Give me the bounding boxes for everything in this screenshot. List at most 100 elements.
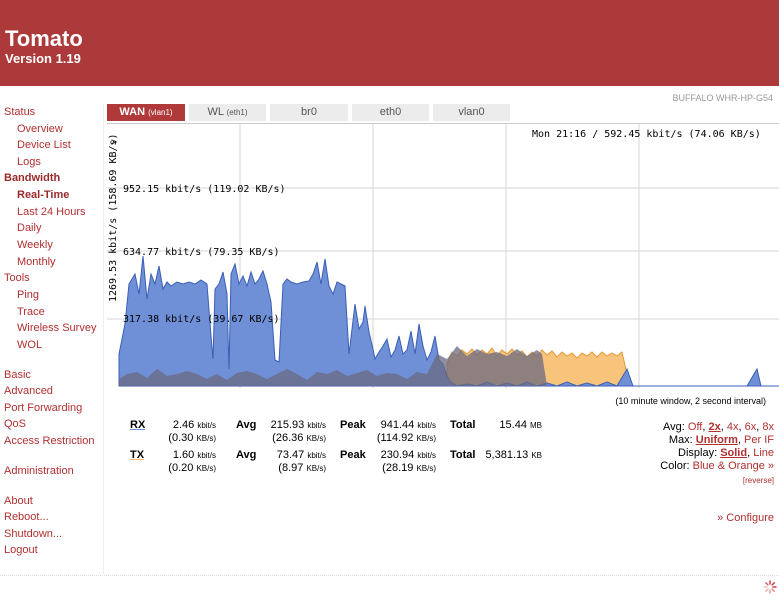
tx-now-value: 1.60 (172, 449, 195, 461)
nav-tools[interactable]: Tools (4, 272, 30, 284)
rx-avg: 215.93 kbit/s (256, 419, 326, 431)
rx-avg-kb-unit: KB/s) (306, 434, 326, 443)
tab-eth0-label: eth0 (379, 106, 402, 118)
nav-weekly[interactable]: Weekly (17, 239, 53, 251)
max-options-label: Max: (668, 434, 693, 446)
nav-daily[interactable]: Daily (17, 222, 42, 234)
tab-wl[interactable]: WL (eth1) (189, 104, 266, 121)
nav-port-forwarding[interactable]: Port Forwarding (4, 402, 83, 414)
graph-grid (107, 124, 779, 388)
tx-avg-kb-value: (8.97 (278, 462, 304, 474)
display-option-solid[interactable]: Solid (720, 447, 748, 459)
sidebar (0, 104, 104, 574)
tx-label: TX (130, 449, 145, 461)
overlap-area (119, 346, 547, 386)
color-options-label: Color: (660, 460, 690, 472)
header-bar: Tomato Version 1.19 (0, 0, 779, 86)
nav-basic[interactable]: Basic (4, 369, 31, 381)
tab-br0-label: br0 (301, 106, 317, 118)
tx-avg-value: 73.47 (276, 449, 305, 461)
tab-wl-label: WL (207, 106, 224, 118)
avg-options: Avg: Off, 2x, 4x, 6x, 8x (663, 421, 774, 433)
avg-option-4x[interactable]: 4x (726, 421, 739, 433)
graph-svg: 1269.53 kbit/s (158.69 KB/s) > 952.15 kb… (107, 124, 779, 388)
tx-total: 5,381.13 KB (475, 449, 542, 461)
reverse-colors-link[interactable]: [reverse] (742, 476, 774, 485)
nav-shutdown[interactable]: Shutdown... (4, 528, 63, 540)
tx-avg-unit: kbit/s (307, 451, 326, 460)
avg-option-2x[interactable]: 2x (708, 421, 721, 433)
rx-peak-kb-value: (114.92 (376, 432, 414, 444)
tx-avg-kb-unit: KB/s) (306, 464, 326, 473)
tx-now-kb-value: (0.20 (168, 462, 194, 474)
rx-peak: 941.44 kbit/s (362, 419, 436, 431)
rx-total: 15.44 MB (475, 419, 542, 431)
nav-bandwidth[interactable]: Bandwidth (4, 172, 61, 184)
nav-qos[interactable]: QoS (4, 418, 27, 430)
max-options: Max: Uniform, Per IF (668, 434, 774, 446)
footer-divider (0, 575, 779, 576)
router-name: BUFFALO WHR-HP-G54 (672, 93, 773, 103)
rx-label: RX (130, 419, 146, 431)
configure-link[interactable]: » Configure (717, 512, 774, 524)
nav-logout[interactable]: Logout (4, 544, 38, 556)
tab-vlan0-label: vlan0 (458, 106, 485, 118)
nav-device-list[interactable]: Device List (17, 139, 71, 151)
graph-line-label-2: 634.77 kbit/s (79.35 KB/s) (123, 247, 280, 258)
avg-option-6x[interactable]: 6x (744, 421, 757, 433)
color-option-value[interactable]: Blue & Orange » (692, 460, 774, 472)
color-options: Color: Blue & Orange » (660, 460, 774, 472)
nav-status[interactable]: Status (4, 106, 36, 118)
nav-ping[interactable]: Ping (17, 289, 40, 301)
nav-wol[interactable]: WOL (17, 339, 43, 351)
tx-avg-kb: (8.97 KB/s) (256, 462, 326, 474)
nav-trace[interactable]: Trace (17, 306, 45, 318)
tab-wan[interactable]: WAN (vlan1) (107, 104, 185, 121)
rx-peak-kb-unit: KB/s) (416, 434, 436, 443)
max-option-per-if[interactable]: Per IF (744, 434, 774, 446)
tab-br0[interactable]: br0 (270, 104, 348, 121)
graph-line-label-3: 317.38 kbit/s (39.67 KB/s) (123, 314, 280, 325)
nav-about[interactable]: About (4, 495, 33, 507)
nav-logs[interactable]: Logs (17, 156, 41, 168)
tab-vlan0[interactable]: vlan0 (433, 104, 510, 121)
rx-avg-value: 215.93 (270, 419, 305, 431)
rx-avg-unit: kbit/s (307, 421, 326, 430)
rx-now-kb-value: (0.30 (168, 432, 194, 444)
avg-option-off[interactable]: Off (687, 421, 703, 433)
nav-access-restriction[interactable]: Access Restriction (4, 435, 95, 447)
app-title: Tomato (5, 26, 83, 51)
graph-max-label: 1269.53 kbit/s (158.69 KB/s) (108, 133, 119, 302)
tx-peak-kb: (28.19 KB/s) (362, 462, 436, 474)
nav-overview[interactable]: Overview (17, 123, 63, 135)
tx-peak-label: Peak (340, 449, 366, 461)
rx-peak-label: Peak (340, 419, 366, 431)
bandwidth-graph[interactable]: 1269.53 kbit/s (158.69 KB/s) > 952.15 kb… (107, 123, 779, 388)
tx-peak-kb-value: (28.19 (382, 462, 414, 474)
nav-last-24-hours[interactable]: Last 24 Hours (17, 206, 86, 218)
rx-now-unit: kbit/s (197, 421, 216, 430)
nav-advanced[interactable]: Advanced (4, 385, 53, 397)
avg-option-8x[interactable]: 8x (762, 421, 774, 433)
rx-total-value: 15.44 (499, 419, 527, 431)
max-option-uniform[interactable]: Uniform (695, 434, 738, 446)
tx-peak-value: 230.94 (380, 449, 415, 461)
tx-now-kb: (0.20 KB/s) (150, 462, 216, 474)
nav-reboot[interactable]: Reboot... (4, 511, 49, 523)
tab-eth0[interactable]: eth0 (352, 104, 429, 121)
display-option-line[interactable]: Line (753, 447, 774, 459)
rx-now: 2.46 kbit/s (150, 419, 216, 431)
tx-peak-kb-unit: KB/s) (416, 464, 436, 473)
tab-wl-sub: (eth1) (226, 108, 248, 117)
rx-peak-unit: kbit/s (417, 421, 436, 430)
rx-now-value: 2.46 (172, 419, 195, 431)
nav-wireless-survey[interactable]: Wireless Survey (17, 322, 97, 334)
spinner-icon (763, 580, 777, 594)
display-options-label: Display: (678, 447, 718, 459)
tx-now: 1.60 kbit/s (150, 449, 216, 461)
tx-peak: 230.94 kbit/s (362, 449, 436, 461)
nav-administration[interactable]: Administration (4, 465, 74, 477)
graph-max-arrow: > (111, 137, 117, 148)
nav-monthly[interactable]: Monthly (17, 256, 56, 268)
nav-real-time[interactable]: Real-Time (17, 189, 70, 201)
